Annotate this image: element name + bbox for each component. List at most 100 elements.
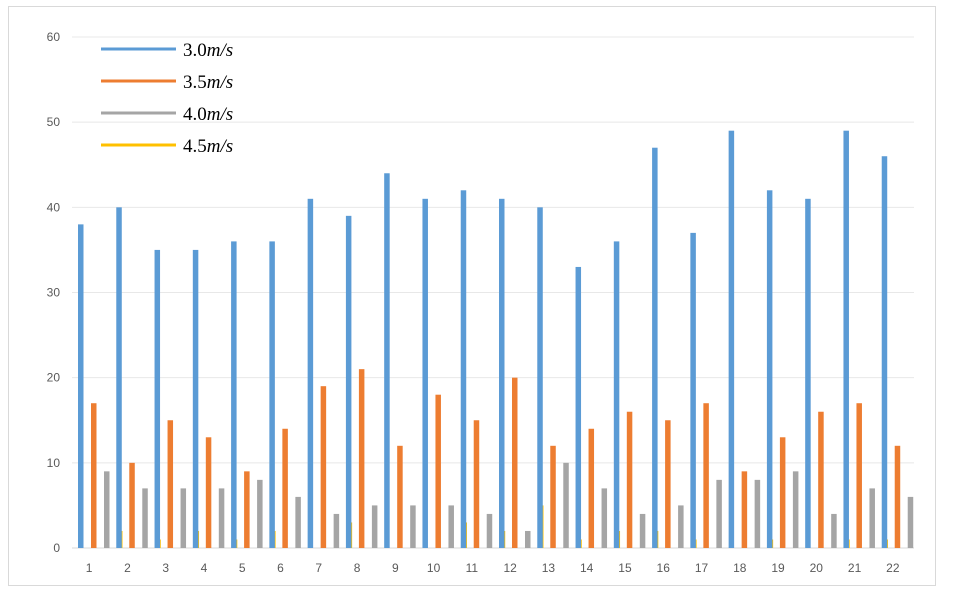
bar-3.0-cat-16 <box>652 147 658 548</box>
x-tick-label: 9 <box>392 561 399 575</box>
x-tick-label: 21 <box>848 561 862 575</box>
bar-3.5-cat-16 <box>665 420 671 548</box>
bar-3.5-cat-19 <box>779 437 786 548</box>
y-tick-label: 20 <box>47 371 61 385</box>
bar-3.5-cat-20 <box>818 411 824 548</box>
x-tick-label: 17 <box>695 561 709 575</box>
bar-3.0-cat-18 <box>728 130 735 548</box>
y-tick-label: 50 <box>47 115 61 129</box>
bar-3.5-cat-4 <box>205 437 212 548</box>
x-tick-label: 19 <box>771 561 785 575</box>
bar-4.0-cat-13 <box>563 462 569 548</box>
legend-label-unit: m/s <box>207 136 233 157</box>
x-tick-label: 16 <box>657 561 671 575</box>
bar-4.0-cat-20 <box>831 513 837 548</box>
bar-3.5-cat-17 <box>703 403 709 548</box>
bar-3.5-cat-11 <box>473 420 480 548</box>
bar-3.0-cat-7 <box>307 198 314 549</box>
bar-3.0-cat-13 <box>537 207 543 549</box>
x-tick-label: 1 <box>86 561 93 575</box>
bar-3.5-cat-9 <box>397 445 403 548</box>
bar-3.0-cat-1 <box>78 224 84 548</box>
bar-3.0-cat-5 <box>231 241 237 548</box>
bar-4.0-cat-14 <box>601 488 608 548</box>
legend-label-number: 4.5 <box>183 136 207 157</box>
bar-4.0-cat-12 <box>525 530 531 548</box>
x-tick-label: 20 <box>810 561 824 575</box>
bar-4.0-cat-7 <box>333 513 340 548</box>
bar-3.5-cat-3 <box>167 420 174 548</box>
x-tick-label: 11 <box>466 561 479 575</box>
bar-3.5-cat-1 <box>91 403 97 548</box>
legend-label-unit: m/s <box>207 72 233 93</box>
x-tick-label: 14 <box>580 561 594 575</box>
bar-3.0-cat-21 <box>843 130 849 548</box>
bar-3.5-cat-22 <box>894 445 901 548</box>
legend-label-number: 3.5 <box>183 72 207 93</box>
bar-3.0-cat-11 <box>460 190 467 549</box>
bar-3.5-cat-10 <box>435 394 441 548</box>
legend-label: 4.0m/s <box>183 104 233 125</box>
bar-4.0-cat-19 <box>792 471 799 548</box>
bar-3.0-cat-9 <box>384 173 390 548</box>
bar-3.0-cat-22 <box>881 156 888 548</box>
bar-4.0-cat-3 <box>180 488 187 548</box>
x-axis-ticks: 1 2 3 4 5 6 7 8 9 10 11 12 13 14 15 16 17 18 19 20 21 22 <box>86 561 900 575</box>
legend-label-number: 3.0 <box>183 40 207 61</box>
bar-3.5-cat-13 <box>550 445 556 548</box>
y-axis-ticks: 0 10 20 30 40 50 60 <box>47 30 61 555</box>
bar-3.5-cat-8 <box>358 369 365 548</box>
bar-4.0-cat-4 <box>218 488 225 548</box>
x-tick-label: 6 <box>277 561 284 575</box>
bars <box>78 130 914 549</box>
bar-4.0-cat-1 <box>104 471 110 548</box>
bar-3.5-cat-6 <box>282 428 288 548</box>
gridlines <box>72 36 914 549</box>
bar-3.5-cat-21 <box>856 403 862 548</box>
y-tick-label: 10 <box>47 456 61 470</box>
y-tick-label: 0 <box>53 541 60 555</box>
bar-4.0-cat-8 <box>371 505 378 548</box>
bar-3.5-cat-18 <box>741 471 748 548</box>
bar-3.0-cat-4 <box>192 249 199 548</box>
x-tick-label: 7 <box>315 561 322 575</box>
x-tick-label: 18 <box>733 561 747 575</box>
bar-3.0-cat-12 <box>499 198 505 549</box>
x-tick-label: 12 <box>503 561 517 575</box>
x-tick-label: 2 <box>124 561 131 575</box>
bar-4.0-cat-18 <box>754 479 761 548</box>
bar-3.0-cat-17 <box>690 232 696 548</box>
y-tick-label: 40 <box>47 200 61 214</box>
bar-4.0-cat-21 <box>869 488 875 548</box>
x-tick-label: 10 <box>427 561 441 575</box>
bar-3.5-cat-2 <box>129 462 135 548</box>
bar-3.5-cat-5 <box>244 471 250 548</box>
bar-3.0-cat-15 <box>613 241 620 548</box>
legend-label: 3.5m/s <box>183 72 233 93</box>
bar-4.0-cat-10 <box>448 505 454 548</box>
bar-3.0-cat-19 <box>766 190 773 549</box>
bar-3.5-cat-14 <box>588 428 595 548</box>
bar-4.0-cat-6 <box>295 496 301 548</box>
y-tick-label: 30 <box>47 286 61 300</box>
bar-4.0-cat-2 <box>142 488 148 548</box>
bar-3.0-cat-20 <box>805 198 811 549</box>
x-tick-label: 4 <box>201 561 208 575</box>
bar-4.0-cat-5 <box>257 479 263 548</box>
x-tick-label: 13 <box>542 561 556 575</box>
x-tick-label: 22 <box>886 561 900 575</box>
x-tick-label: 8 <box>354 561 361 575</box>
x-tick-label: 5 <box>239 561 246 575</box>
y-tick-label: 60 <box>47 30 61 44</box>
bar-3.5-cat-15 <box>626 411 633 548</box>
legend-label: 4.5m/s <box>183 136 233 157</box>
bar-3.5-cat-12 <box>512 377 518 548</box>
bar-4.0-cat-15 <box>639 513 646 548</box>
bar-4.0-cat-17 <box>716 479 722 548</box>
legend: 3.0m/s3.5m/s4.0m/s4.5m/s <box>101 40 233 157</box>
legend-label-unit: m/s <box>207 40 233 61</box>
x-tick-label: 15 <box>618 561 632 575</box>
bar-4.0-cat-11 <box>486 513 493 548</box>
bar-3.0-cat-8 <box>345 215 352 548</box>
